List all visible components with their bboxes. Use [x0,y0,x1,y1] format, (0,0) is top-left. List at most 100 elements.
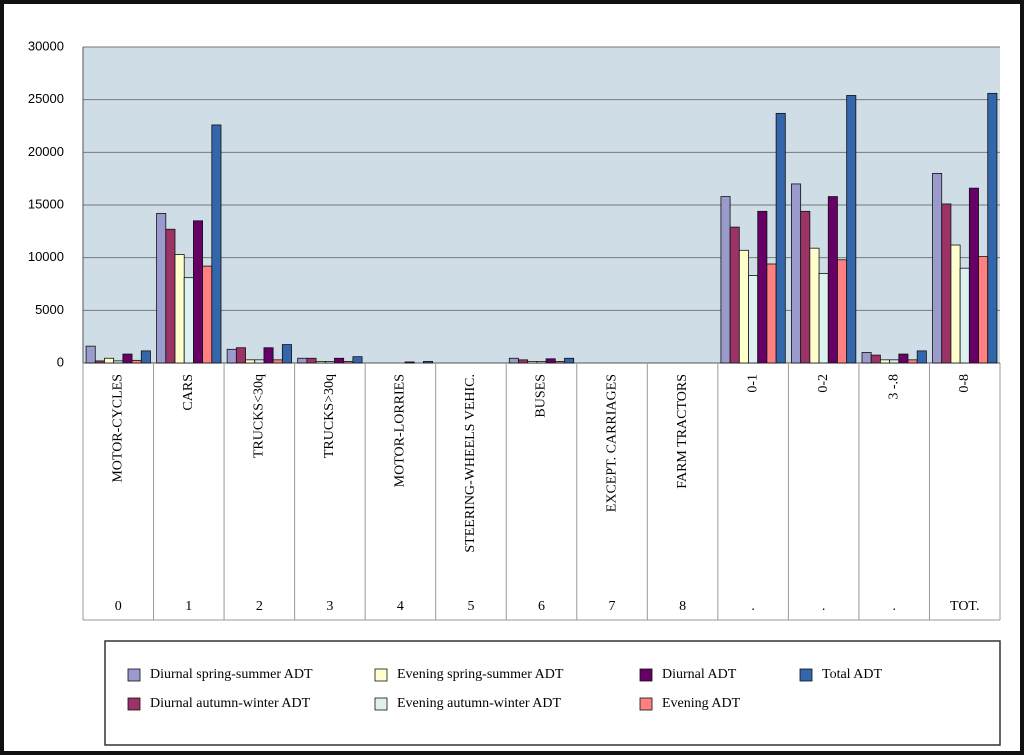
bar [156,213,167,364]
bar [775,112,786,364]
x-tick-label: MOTOR-CYCLES [110,374,125,483]
bar [766,263,777,364]
legend-swatch [374,697,388,711]
bar [827,196,838,364]
category-code: TOT. [950,599,979,614]
bar [916,350,927,364]
category-code: . [751,599,755,614]
bar [263,347,274,364]
bar [837,259,848,364]
bar [889,359,900,364]
bar [174,254,185,364]
category-code: 0 [115,599,122,614]
legend-swatch [127,668,141,682]
x-tick-label: CARS [181,374,196,411]
y-tick-label: 5000 [35,302,64,317]
bar [800,210,811,364]
bar [315,361,326,364]
bar [183,277,194,364]
bar [907,359,918,364]
x-tick-label: STEERING-WHEELS VEHIC. [463,374,478,553]
bar [809,247,820,364]
bar [861,352,872,364]
legend-label: Evening ADT [662,696,741,711]
legend-label: Total ADT [822,667,883,682]
bar [818,273,829,364]
legend-label: Evening spring-summer ADT [397,667,564,682]
bar [94,360,105,364]
bar [254,359,265,364]
bar [85,345,96,364]
category-code: . [822,599,826,614]
bar [536,361,547,364]
y-tick-label: 10000 [28,249,64,264]
bar [334,357,345,364]
legend-label: Diurnal autumn-winter ADT [150,696,311,711]
y-tick-label: 30000 [28,38,64,53]
bar [404,361,415,364]
bar [554,361,565,364]
y-tick-label: 25000 [28,91,64,106]
bar [791,183,802,364]
x-tick-label: 3 -.8 [886,374,901,400]
legend-swatch [639,668,653,682]
bar [720,196,731,364]
category-code: 2 [256,599,263,614]
x-tick-label: BUSES [534,374,549,418]
bar [193,220,204,364]
bar [757,210,768,364]
bar [729,226,740,364]
bar [202,265,213,364]
legend-swatch [639,697,653,711]
legend-label: Diurnal ADT [662,667,737,682]
category-code: 5 [467,599,474,614]
bar [324,361,335,364]
bar [343,361,354,364]
bar [870,354,881,364]
bar [932,172,943,364]
bar [306,357,317,364]
bar [140,350,151,364]
bar [165,228,176,364]
bar [508,357,519,364]
x-tick-label: 0-8 [957,374,972,393]
bar [978,256,989,364]
bar [226,348,237,364]
legend-swatch [374,668,388,682]
bar [950,244,961,364]
bar [211,124,222,364]
x-tick-label: TRUCKS<30q [252,374,267,458]
x-tick-label: MOTOR-LORRIES [393,374,408,487]
bar [545,358,556,364]
bar [281,344,292,364]
bar [131,359,142,364]
bar [941,203,952,364]
category-code: 1 [185,599,192,614]
x-tick-label: EXCEPT. CARRIAGES [604,374,619,512]
y-tick-label: 20000 [28,144,64,159]
bar [738,249,749,364]
bar [235,347,246,364]
x-tick-label: FARM TRACTORS [675,374,690,489]
legend-swatch [799,668,813,682]
bar [959,267,970,364]
bar [898,353,909,364]
bar [104,357,115,364]
bar [527,361,538,364]
y-tick-label: 15000 [28,196,64,211]
x-tick-label: 0-1 [745,374,760,393]
bar [987,92,998,364]
legend-label: Diurnal spring-summer ADT [150,667,313,682]
legend-box [104,640,1001,746]
bar [113,360,124,364]
bar [245,359,256,364]
bar [352,356,363,364]
category-code: 6 [538,599,545,614]
category-code: . [892,599,896,614]
bar [846,95,857,364]
category-code: 3 [326,599,333,614]
bar [879,359,890,364]
x-tick-label: 0-2 [816,374,831,393]
y-tick-label: 0 [57,354,64,369]
